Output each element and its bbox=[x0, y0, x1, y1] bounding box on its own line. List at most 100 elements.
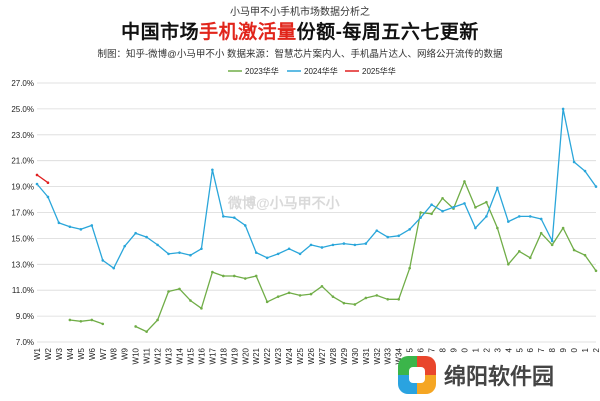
title-suffix: 份额-每周五六七更新 bbox=[296, 22, 479, 43]
y-tick-label: 21.0% bbox=[11, 157, 34, 166]
series-line bbox=[36, 174, 49, 184]
legend-label: 2024华华 bbox=[304, 66, 338, 76]
x-axis: W1 W2 W3 W4 W5 W6 W7 W8 W9 W10 W11 W12 W13 W14 W15 W16 W… bbox=[33, 347, 600, 364]
data-point bbox=[550, 239, 554, 243]
x-tick-label: 9 bbox=[450, 347, 459, 352]
x-tick-label: W21 bbox=[252, 347, 261, 364]
data-point bbox=[386, 297, 390, 301]
x-tick-label: W26 bbox=[307, 347, 316, 364]
data-point bbox=[408, 228, 411, 231]
data-point bbox=[550, 243, 554, 247]
x-tick-label: 7 bbox=[428, 347, 437, 352]
data-point bbox=[211, 168, 214, 172]
data-point bbox=[265, 300, 269, 304]
y-tick-label: 19.0% bbox=[11, 183, 34, 192]
x-tick-label: W22 bbox=[263, 347, 272, 364]
data-point bbox=[572, 248, 576, 252]
data-point bbox=[35, 182, 39, 186]
y-axis: 7.0% 9.0% 11.0% 13.0% 15.0% 17.0% 19.0% 21.0% 23… bbox=[11, 79, 34, 347]
data-point bbox=[331, 243, 335, 247]
data-point bbox=[79, 228, 83, 231]
data-point bbox=[517, 215, 521, 218]
legend: 2023华华 2024华华 2025华华 bbox=[228, 66, 396, 76]
data-point bbox=[320, 285, 324, 288]
data-point bbox=[386, 235, 390, 239]
y-tick-label: 15.0% bbox=[11, 234, 34, 243]
data-point bbox=[156, 243, 159, 247]
data-point bbox=[375, 294, 379, 297]
data-point bbox=[331, 295, 335, 298]
data-point bbox=[441, 209, 444, 213]
x-tick-label: W32 bbox=[373, 347, 382, 364]
x-tick-label: W19 bbox=[230, 347, 239, 364]
x-tick-label: W4 bbox=[66, 347, 75, 360]
data-point bbox=[123, 244, 126, 248]
x-tick-label: W30 bbox=[351, 347, 360, 364]
data-point bbox=[276, 295, 280, 298]
x-tick-label: 9 bbox=[559, 347, 568, 352]
data-point bbox=[408, 266, 411, 270]
data-point bbox=[320, 246, 324, 249]
data-point bbox=[276, 252, 280, 256]
title-highlight: 手机激活量 bbox=[199, 22, 297, 43]
x-tick-label: 7 bbox=[537, 347, 546, 352]
x-tick-label: 4 bbox=[504, 347, 513, 352]
data-point bbox=[419, 211, 422, 214]
data-point bbox=[463, 180, 466, 183]
x-tick-label: W3 bbox=[55, 347, 64, 360]
data-point bbox=[539, 231, 543, 235]
x-tick-label: W6 bbox=[88, 347, 97, 360]
data-point bbox=[232, 216, 236, 219]
x-tick-label: 5 bbox=[515, 347, 524, 352]
x-tick-label: 5 bbox=[406, 347, 415, 352]
x-tick-label: W29 bbox=[340, 347, 349, 364]
x-tick-label: 8 bbox=[439, 347, 448, 352]
data-point bbox=[35, 173, 39, 177]
data-point bbox=[583, 253, 587, 257]
data-point bbox=[243, 224, 247, 227]
data-point bbox=[485, 200, 488, 204]
logo-icon bbox=[398, 356, 436, 394]
data-point bbox=[528, 256, 532, 260]
y-tick-label: 11.0% bbox=[12, 286, 34, 295]
data-point bbox=[474, 226, 477, 230]
data-point bbox=[342, 242, 346, 245]
data-point bbox=[167, 290, 170, 293]
data-point bbox=[145, 235, 148, 239]
data-point bbox=[101, 259, 105, 262]
y-tick-label: 7.0% bbox=[16, 338, 34, 347]
data-point bbox=[298, 294, 302, 297]
x-tick-label: W8 bbox=[110, 347, 119, 360]
x-tick-label: 6 bbox=[417, 347, 426, 352]
data-point bbox=[474, 206, 477, 209]
x-tick-label: 1 bbox=[471, 347, 480, 352]
x-tick-label: W33 bbox=[384, 347, 393, 364]
data-point bbox=[298, 252, 302, 256]
x-tick-label: 0 bbox=[460, 347, 469, 352]
x-tick-label: W9 bbox=[121, 347, 130, 360]
data-point bbox=[364, 242, 368, 245]
y-tick-label: 27.0% bbox=[11, 79, 34, 88]
x-tick-label: W2 bbox=[44, 347, 53, 360]
legend-label: 2023华华 bbox=[245, 66, 279, 76]
data-point bbox=[156, 318, 159, 322]
data-point bbox=[178, 287, 181, 291]
data-point bbox=[397, 234, 401, 238]
data-point bbox=[309, 243, 313, 247]
y-tick-label: 9.0% bbox=[16, 312, 34, 321]
x-tick-label: W16 bbox=[197, 347, 206, 364]
x-tick-label: W1 bbox=[33, 347, 42, 360]
site-logo: 绵阳软件园 bbox=[398, 352, 598, 398]
data-point bbox=[211, 270, 214, 274]
y-tick-label: 23.0% bbox=[11, 131, 34, 140]
x-tick-label: W17 bbox=[208, 347, 217, 364]
series-lines bbox=[35, 107, 598, 333]
x-tick-label: W34 bbox=[395, 347, 404, 364]
data-point bbox=[178, 251, 181, 254]
data-point bbox=[68, 225, 72, 229]
data-point bbox=[46, 195, 50, 199]
data-point bbox=[375, 229, 379, 232]
data-point bbox=[254, 251, 258, 254]
data-point bbox=[101, 322, 105, 326]
